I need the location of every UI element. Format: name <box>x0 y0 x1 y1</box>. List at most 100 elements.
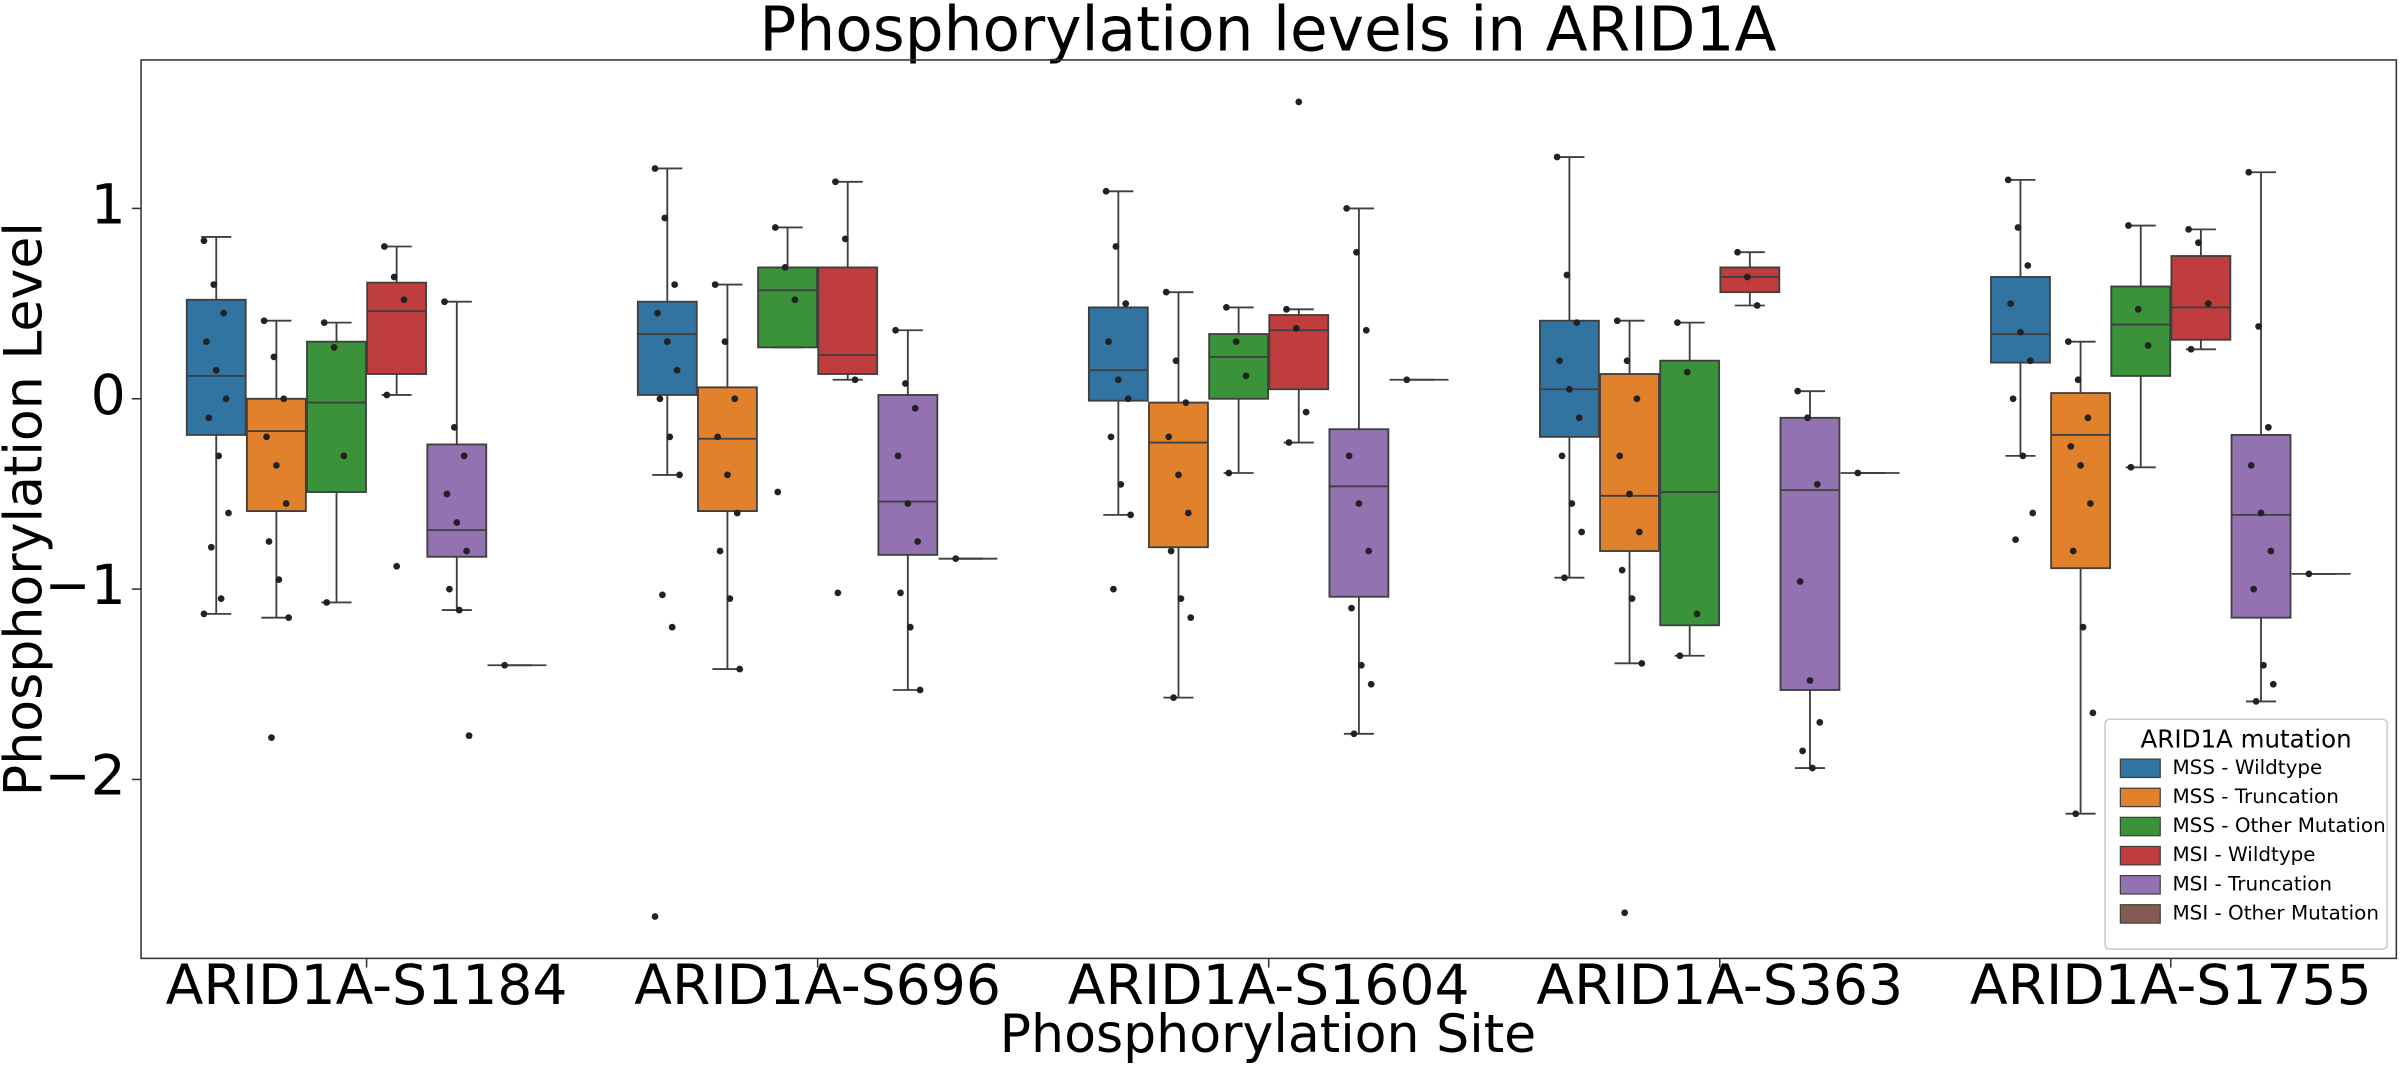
data-point <box>2257 509 2265 517</box>
box-group <box>1328 205 1390 738</box>
data-point <box>714 433 721 441</box>
box-group <box>487 661 547 669</box>
data-point <box>2012 536 2019 543</box>
box <box>2050 392 2111 570</box>
box-group <box>1719 248 1781 309</box>
box-group <box>1539 153 1600 582</box>
data-point <box>1734 248 1741 256</box>
data-point <box>911 404 919 412</box>
data-point <box>2089 709 2097 717</box>
data-point <box>1806 677 1814 684</box>
data-point <box>200 237 208 245</box>
data-point <box>2267 547 2275 555</box>
data-point <box>2072 810 2080 818</box>
box-group <box>697 281 758 673</box>
data-point <box>2007 300 2015 307</box>
x-tick-label: ARID1A-S1184 <box>166 954 568 1018</box>
data-point <box>1854 469 1862 477</box>
legend-swatch <box>2119 874 2161 895</box>
data-point <box>1114 376 1122 384</box>
box-group <box>1990 176 2051 543</box>
data-point <box>673 366 681 374</box>
legend-label: MSI - Other Mutation <box>2172 901 2378 924</box>
data-point <box>1348 604 1355 612</box>
legend-swatch <box>2119 787 2161 808</box>
x-tick-label: ARID1A-S363 <box>1536 954 1903 1018</box>
box-group <box>2291 570 2351 578</box>
data-point <box>320 319 328 327</box>
data-point <box>381 243 388 250</box>
data-point <box>275 576 283 583</box>
data-point <box>2077 462 2084 469</box>
data-point <box>676 471 683 479</box>
data-point <box>1676 652 1684 660</box>
box-group <box>1208 304 1270 477</box>
data-point <box>1295 98 1303 106</box>
data-point <box>330 344 338 351</box>
data-point <box>1345 452 1353 460</box>
data-point <box>1362 326 1370 334</box>
data-point <box>268 734 275 741</box>
data-point <box>280 395 288 403</box>
box <box>817 266 879 375</box>
data-point <box>651 165 659 172</box>
data-point <box>217 595 225 603</box>
data-point <box>1578 528 1586 536</box>
data-point <box>1107 433 1115 441</box>
data-point <box>460 452 468 460</box>
data-point <box>2079 623 2087 631</box>
data-point <box>1127 511 1134 519</box>
data-point <box>1638 659 1646 667</box>
y-tick-label: −2 <box>44 745 125 809</box>
data-point <box>2087 500 2094 507</box>
data-point <box>1365 547 1373 555</box>
data-point <box>265 538 273 545</box>
data-point <box>212 366 220 374</box>
box-group <box>877 326 939 694</box>
data-point <box>2125 222 2132 229</box>
data-point <box>841 235 849 243</box>
data-point <box>1635 528 1643 536</box>
chart-title: Phosphorylation levels in ARID1A <box>759 0 1776 65</box>
data-point <box>2019 452 2027 460</box>
legend-title: ARID1A mutation <box>2141 725 2352 754</box>
data-point <box>659 591 666 599</box>
data-point <box>774 488 782 496</box>
data-point <box>1170 694 1177 701</box>
data-point <box>1165 433 1173 441</box>
data-point <box>1816 718 1824 726</box>
data-point <box>2084 414 2092 422</box>
data-point <box>340 452 348 460</box>
data-point <box>2269 680 2277 688</box>
data-point <box>671 281 679 288</box>
box-group <box>1779 387 1841 772</box>
box-group <box>1389 376 1449 384</box>
data-point <box>1693 610 1701 618</box>
data-point <box>1124 395 1132 403</box>
data-point <box>1628 595 1636 603</box>
data-point <box>2069 547 2077 555</box>
data-point <box>393 562 401 570</box>
data-point <box>791 296 799 304</box>
box <box>697 386 758 512</box>
data-point <box>1553 153 1561 161</box>
data-point <box>2017 328 2024 336</box>
data-point <box>282 500 290 507</box>
data-point <box>210 281 218 288</box>
data-point <box>2250 585 2258 593</box>
data-point <box>1623 357 1631 365</box>
box-group <box>2230 168 2292 705</box>
data-point <box>1102 187 1110 195</box>
data-point <box>2009 395 2017 403</box>
box <box>1539 319 1600 438</box>
data-point <box>1794 387 1802 395</box>
data-point <box>222 395 230 403</box>
data-point <box>1626 490 1633 498</box>
data-point <box>897 589 904 597</box>
x-tick-label: ARID1A-S696 <box>634 954 1001 1018</box>
data-point <box>1232 338 1240 346</box>
data-point <box>1573 319 1581 327</box>
box-group <box>1599 317 1660 917</box>
box-group <box>2110 222 2172 471</box>
data-point <box>1674 319 1681 327</box>
